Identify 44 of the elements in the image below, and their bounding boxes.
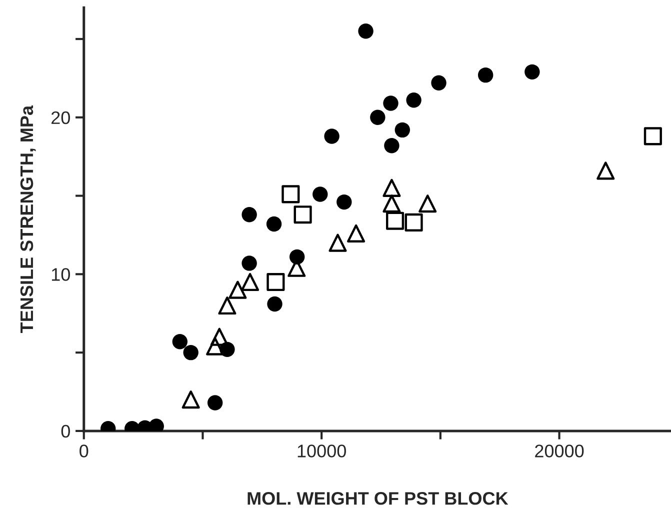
point bbox=[596, 162, 615, 180]
point bbox=[384, 138, 400, 154]
point bbox=[242, 256, 257, 271]
point bbox=[267, 296, 282, 312]
point bbox=[358, 24, 374, 39]
point bbox=[182, 390, 200, 409]
x-tick-label: 0 bbox=[80, 444, 88, 458]
point bbox=[183, 344, 198, 360]
point bbox=[242, 206, 257, 222]
point bbox=[370, 110, 386, 125]
point bbox=[336, 194, 352, 210]
point bbox=[241, 272, 260, 292]
point bbox=[207, 395, 223, 410]
x-tick-label: 10000 bbox=[298, 444, 346, 458]
y-tick-label: 0 bbox=[61, 424, 70, 438]
point bbox=[266, 272, 285, 292]
point bbox=[478, 67, 494, 83]
point bbox=[382, 178, 401, 197]
point bbox=[347, 224, 366, 242]
y-tick-label: 10 bbox=[52, 268, 70, 281]
point bbox=[394, 122, 410, 138]
point bbox=[404, 213, 423, 232]
y-tick-label: 20 bbox=[52, 111, 70, 124]
x-axis-title: MOL. WEIGHT OF PST BLOCK bbox=[248, 492, 508, 505]
point bbox=[282, 185, 300, 204]
y-axis-title: TENSILE STRENGTH, MPa bbox=[20, 105, 36, 333]
point bbox=[406, 92, 422, 108]
point bbox=[524, 64, 540, 80]
point bbox=[228, 280, 247, 299]
x-tick-label: 20000 bbox=[535, 444, 584, 458]
point bbox=[172, 334, 188, 350]
point bbox=[382, 194, 401, 213]
point bbox=[418, 194, 437, 213]
point bbox=[431, 75, 446, 91]
point bbox=[328, 234, 347, 252]
point bbox=[644, 127, 662, 146]
point bbox=[383, 96, 398, 111]
point bbox=[266, 216, 282, 232]
point bbox=[218, 296, 236, 315]
point bbox=[210, 328, 228, 346]
point bbox=[386, 212, 404, 230]
point bbox=[312, 186, 328, 202]
point bbox=[324, 128, 340, 144]
point bbox=[294, 206, 312, 224]
